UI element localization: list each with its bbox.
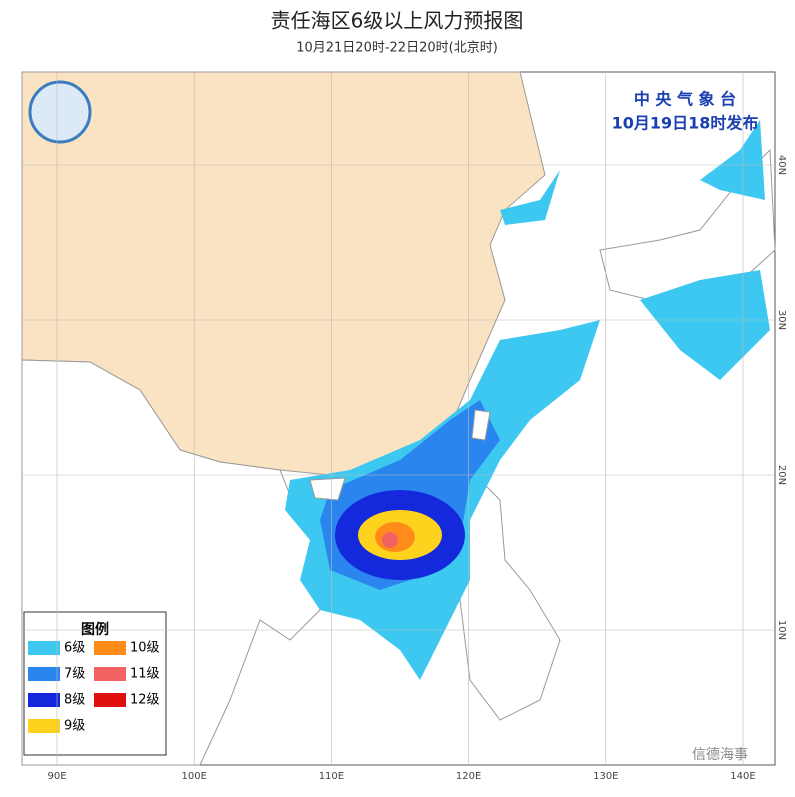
watermark: 信德海事 <box>692 747 748 763</box>
title: 责任海区6级以上风力预报图 <box>271 9 524 33</box>
latitude-label: 20N <box>776 465 787 485</box>
longitude-label: 100E <box>181 771 206 782</box>
longitude-label: 140E <box>730 771 755 782</box>
philippines-land <box>459 468 561 721</box>
legend-swatch <box>94 641 126 655</box>
legend-swatch <box>28 719 60 733</box>
legend: 图例 6级 7级 8级 9级 10级 11级 12级 <box>23 611 167 756</box>
taiwan <box>471 409 491 441</box>
longitude-label: 110E <box>319 771 344 782</box>
legend-swatch <box>94 667 126 681</box>
wind-11 <box>382 532 398 548</box>
legend-label: 6级 <box>64 641 85 656</box>
legend-swatch <box>28 693 60 707</box>
map: 中 央 气 象 台 10月19日18时发布 信德海事 <box>21 71 776 766</box>
legend-label: 9级 <box>64 719 85 734</box>
longitude-label: 90E <box>47 771 66 782</box>
legend-swatch <box>28 667 60 681</box>
legend-label: 10级 <box>130 641 160 656</box>
legend-swatch <box>94 693 126 707</box>
wind-6-north <box>500 120 770 380</box>
axes: 90E 100E 110E 120E 130E 140E 40N 30N 20N 10N <box>22 72 787 782</box>
legend-swatch <box>28 641 60 655</box>
japan-land <box>599 148 776 301</box>
legend-title: 图例 <box>81 621 109 638</box>
hainan <box>309 477 346 501</box>
latitude-label: 30N <box>776 310 787 330</box>
subtitle: 10月21日20时-22日20时(北京时) <box>296 41 498 56</box>
legend-label: 11级 <box>130 667 160 682</box>
legend-label: 12级 <box>130 693 160 708</box>
cma-logo <box>28 80 92 144</box>
longitude-label: 130E <box>593 771 618 782</box>
legend-label: 8级 <box>64 693 85 708</box>
longitude-label: 120E <box>456 771 481 782</box>
latitude-label: 10N <box>776 620 787 640</box>
legend-label: 7级 <box>64 667 85 682</box>
agency: 中 央 气 象 台 <box>634 90 736 109</box>
latitude-label: 40N <box>776 155 787 175</box>
issue-time: 10月19日18时发布 <box>612 114 759 133</box>
